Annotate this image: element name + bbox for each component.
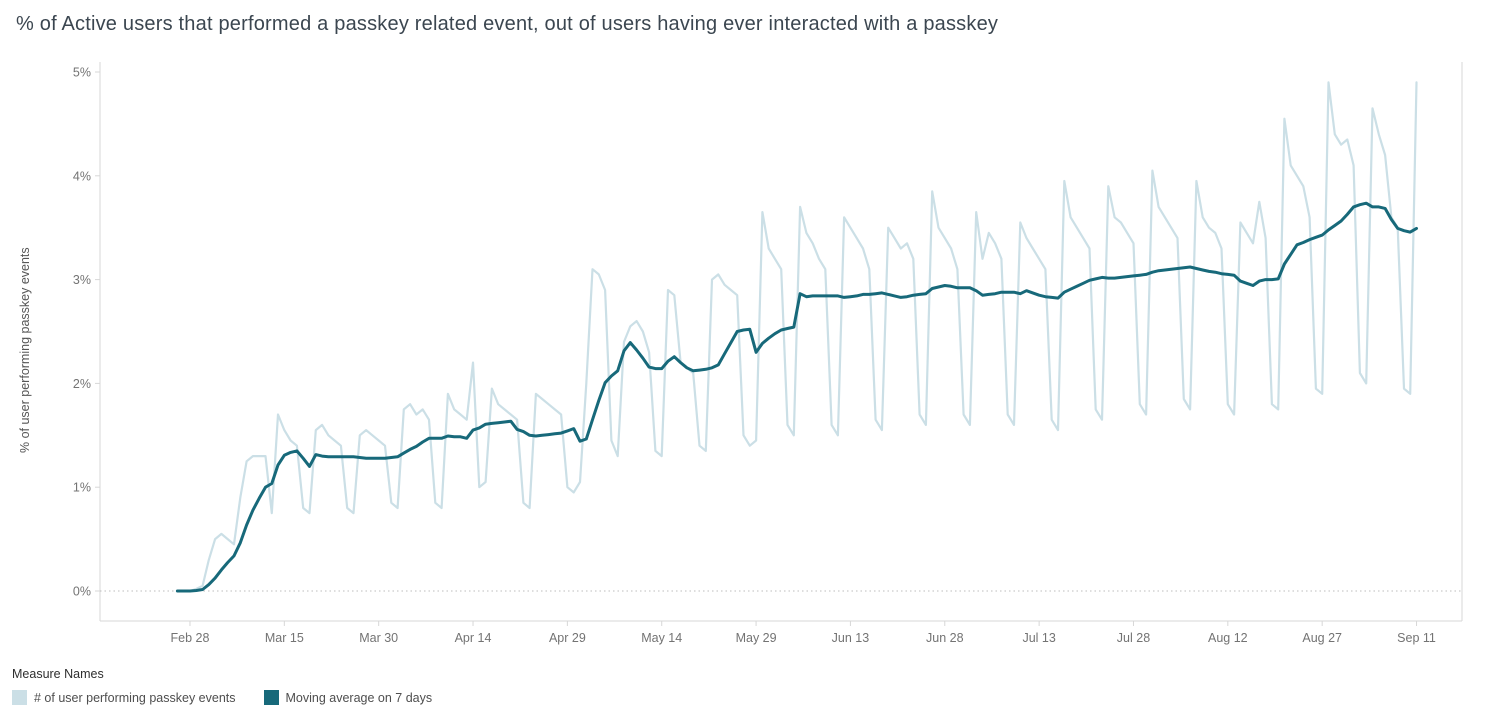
legend-item-label: # of user performing passkey events (34, 690, 236, 705)
legend-item-moving-average[interactable]: Moving average on 7 days (263, 690, 433, 705)
x-tick-label: May 14 (641, 631, 682, 645)
y-axis-label: % of user performing passkey events (18, 247, 32, 453)
y-tick-label: 2% (73, 377, 91, 391)
y-tick-label: 4% (73, 169, 91, 183)
x-tick-label: Apr 14 (455, 631, 492, 645)
x-tick-label: Jul 13 (1022, 631, 1055, 645)
x-tick-label: Apr 29 (549, 631, 586, 645)
x-tick-label: Jun 28 (926, 631, 964, 645)
y-tick-label: 0% (73, 585, 91, 599)
x-tick-label: Sep 11 (1397, 631, 1436, 645)
x-tick-label: Jul 28 (1117, 631, 1150, 645)
x-tick-label: Jun 13 (832, 631, 870, 645)
y-tick-label: 1% (73, 481, 91, 495)
x-tick-label: Aug 12 (1208, 631, 1248, 645)
x-tick-label: Aug 27 (1302, 631, 1342, 645)
legend-item-daily-series[interactable]: # of user performing passkey events (12, 690, 236, 705)
y-tick-label: 5% (73, 66, 91, 80)
line-chart-canvas[interactable]: 0% 1% 2% 3% 4% 5% Feb 28 Mar 15 Mar 30 Apr 14 Apr … (0, 48, 1500, 660)
legend-items: # of user performing passkey events Movi… (12, 690, 1500, 705)
legend-title: Measure Names (12, 667, 104, 681)
chart-area: % of user performing passkey events 0% 1%… (0, 48, 1500, 660)
legend-item-label: Moving average on 7 days (285, 690, 433, 705)
page-title: % of Active users that performed a passk… (16, 13, 999, 35)
moving-average-line (175, 201, 1418, 593)
x-tick-label: May 29 (736, 631, 777, 645)
x-tick-label: Feb 28 (171, 631, 210, 645)
x-tick-label: Mar 15 (265, 631, 304, 645)
daily-series-line (176, 81, 1418, 593)
y-tick-label: 3% (73, 273, 91, 287)
legend-swatch-daily-series-icon (12, 690, 27, 705)
legend-swatch-moving-average-icon (263, 690, 279, 705)
x-tick-label: Mar 30 (359, 631, 398, 645)
legend: Measure Names # of user performing passk… (0, 660, 1500, 721)
